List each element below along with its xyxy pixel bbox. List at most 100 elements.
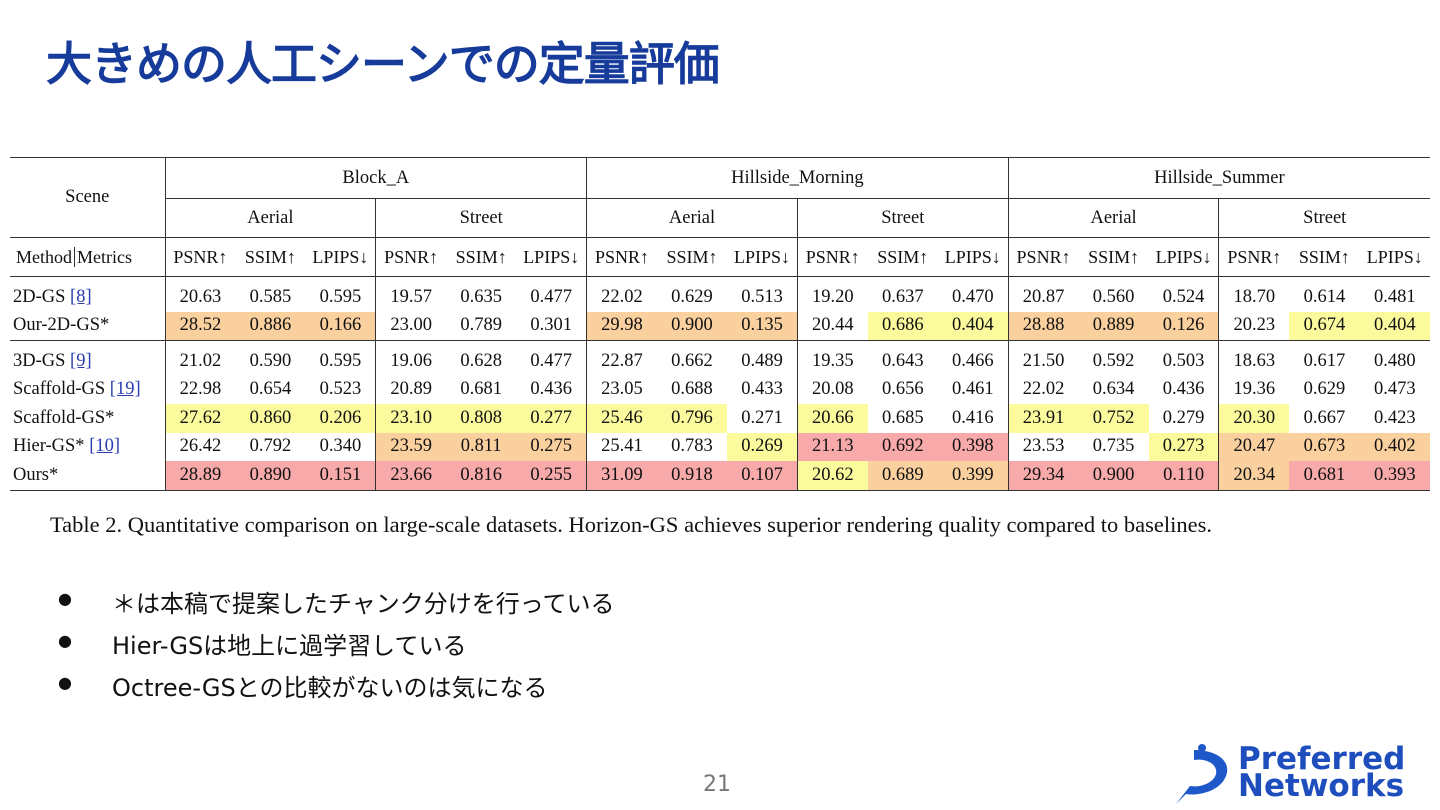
metric-header: SSIM↑ — [1289, 237, 1360, 277]
scene-label: Scene — [10, 157, 166, 238]
value-cell: 0.692 — [867, 432, 938, 461]
value-cell: 18.70 — [1218, 276, 1290, 312]
value-cell: 20.44 — [796, 311, 868, 341]
citation: [8] — [70, 286, 92, 307]
method-label: Method — [16, 246, 75, 267]
value-cell: 0.735 — [1092, 436, 1135, 457]
value-cell: 0.275 — [516, 432, 587, 461]
value-cell: 0.667 — [1303, 407, 1346, 428]
value-cell: 0.654 — [249, 379, 292, 400]
value-cell: 18.63 — [1218, 340, 1290, 376]
value-cell: 0.585 — [235, 276, 306, 312]
value-cell: 22.87 — [586, 340, 657, 376]
value-cell: 0.860 — [235, 404, 306, 433]
value-cell: 23.59 — [375, 432, 447, 461]
value-cell: 0.433 — [741, 379, 783, 400]
metric-header: LPIPS↓ — [727, 237, 798, 277]
citation: [9] — [70, 350, 92, 371]
metric-header: SSIM↑ — [1078, 237, 1149, 277]
value-cell: 0.789 — [460, 315, 502, 336]
metric-header: PSNR↑ — [164, 237, 236, 277]
value-cell: 0.271 — [741, 407, 783, 428]
bullet-list: ＊は本稿で提案したチャンク分けを行っている Hier-GSは地上に過学習している… — [58, 584, 615, 710]
metric-header: SSIM↑ — [446, 237, 517, 277]
value-cell: 23.00 — [375, 311, 447, 341]
metric-header: PSNR↑ — [375, 237, 447, 277]
value-cell: 0.513 — [727, 276, 798, 312]
value-cell: 0.592 — [1078, 340, 1149, 376]
value-cell: 0.681 — [1289, 461, 1360, 491]
value-cell: 23.91 — [1007, 404, 1079, 433]
scene-header: Block_A — [165, 157, 587, 199]
value-cell: 19.57 — [375, 276, 447, 312]
value-cell: 0.889 — [1078, 311, 1149, 341]
value-cell: 0.398 — [937, 432, 1009, 461]
value-cell: 20.62 — [796, 461, 868, 491]
value-cell: 0.752 — [1078, 404, 1149, 433]
bullet: Octree-GSとの比較がないのは気になる — [58, 668, 615, 710]
method-name: Scaffold-GS* — [13, 407, 115, 428]
value-cell: 28.88 — [1007, 311, 1079, 341]
value-cell: 20.89 — [375, 375, 447, 404]
value-cell: 0.900 — [1078, 461, 1149, 491]
method-cell: Our-2D-GS* — [10, 312, 165, 341]
value-cell: 23.53 — [1007, 432, 1079, 461]
method-cell: Scaffold-GS [19] — [10, 376, 165, 405]
value-cell: 0.301 — [530, 315, 573, 336]
value-cell: 0.523 — [319, 379, 362, 400]
value-cell: 19.20 — [796, 276, 868, 312]
value-cell: 20.63 — [164, 276, 236, 312]
value-cell: 23.05 — [586, 375, 657, 404]
value-cell: 0.524 — [1148, 276, 1219, 312]
metric-header: LPIPS↓ — [516, 237, 587, 277]
value-cell: 28.89 — [164, 461, 236, 491]
value-cell: 0.886 — [235, 311, 306, 341]
value-cell: 26.42 — [164, 432, 236, 461]
value-cell: 25.46 — [586, 404, 657, 433]
data-row: Hier-GS* [10] 26.42 0.792 0.340 23.59 0.811 0.… — [10, 432, 1430, 461]
value-cell: 0.590 — [235, 340, 306, 376]
value-cell: 21.50 — [1007, 340, 1079, 376]
value-cell: 0.393 — [1359, 461, 1430, 491]
value-cell: 0.470 — [937, 276, 1009, 312]
slide-title: 大きめの人工シーンでの定量評価 — [46, 37, 720, 91]
value-cell: 0.340 — [319, 436, 362, 457]
value-cell: 0.595 — [305, 276, 376, 312]
value-cell: 0.681 — [460, 379, 502, 400]
metric-header: LPIPS↓ — [937, 237, 1009, 277]
value-cell: 0.404 — [937, 311, 1009, 341]
value-cell: 0.480 — [1359, 340, 1430, 376]
value-cell: 0.560 — [1078, 276, 1149, 312]
metrics-label: Metrics — [77, 246, 132, 267]
value-cell: 0.503 — [1148, 340, 1219, 376]
view-header: Street — [1218, 198, 1430, 238]
data-row: Scaffold-GS [19] 22.98 0.654 0.523 20.89 0.68… — [10, 375, 1430, 405]
method-name: 3D-GS — [13, 350, 66, 371]
method-name: Hier-GS* — [13, 436, 85, 457]
value-cell: 19.06 — [375, 340, 447, 376]
value-cell: 20.34 — [1218, 461, 1290, 491]
value-cell: 21.13 — [796, 432, 868, 461]
metric-header: PSNR↑ — [586, 237, 657, 277]
method-cell: Scaffold-GS* — [10, 404, 165, 433]
bullet: ＊は本稿で提案したチャンク分けを行っている — [58, 584, 615, 626]
method-name: Ours* — [13, 464, 59, 485]
value-cell: 0.595 — [305, 340, 376, 376]
value-cell: 0.635 — [446, 276, 517, 312]
value-cell: 23.66 — [375, 461, 447, 491]
value-cell: 0.489 — [727, 340, 798, 376]
value-cell: 27.62 — [164, 404, 236, 433]
value-cell: 0.796 — [656, 404, 728, 433]
value-cell: 19.35 — [796, 340, 868, 376]
logo-text: Preferred — [1238, 742, 1405, 777]
value-cell: 0.402 — [1359, 432, 1430, 461]
value-cell: 28.52 — [164, 311, 236, 341]
method-cell: 2D-GS [8] — [10, 276, 165, 312]
value-cell: 21.02 — [164, 340, 236, 376]
value-cell: 23.10 — [375, 404, 447, 433]
value-cell: 0.107 — [727, 461, 798, 491]
value-cell: 0.436 — [1162, 379, 1205, 400]
metric-header: PSNR↑ — [1007, 237, 1079, 277]
value-cell: 0.656 — [881, 379, 924, 400]
